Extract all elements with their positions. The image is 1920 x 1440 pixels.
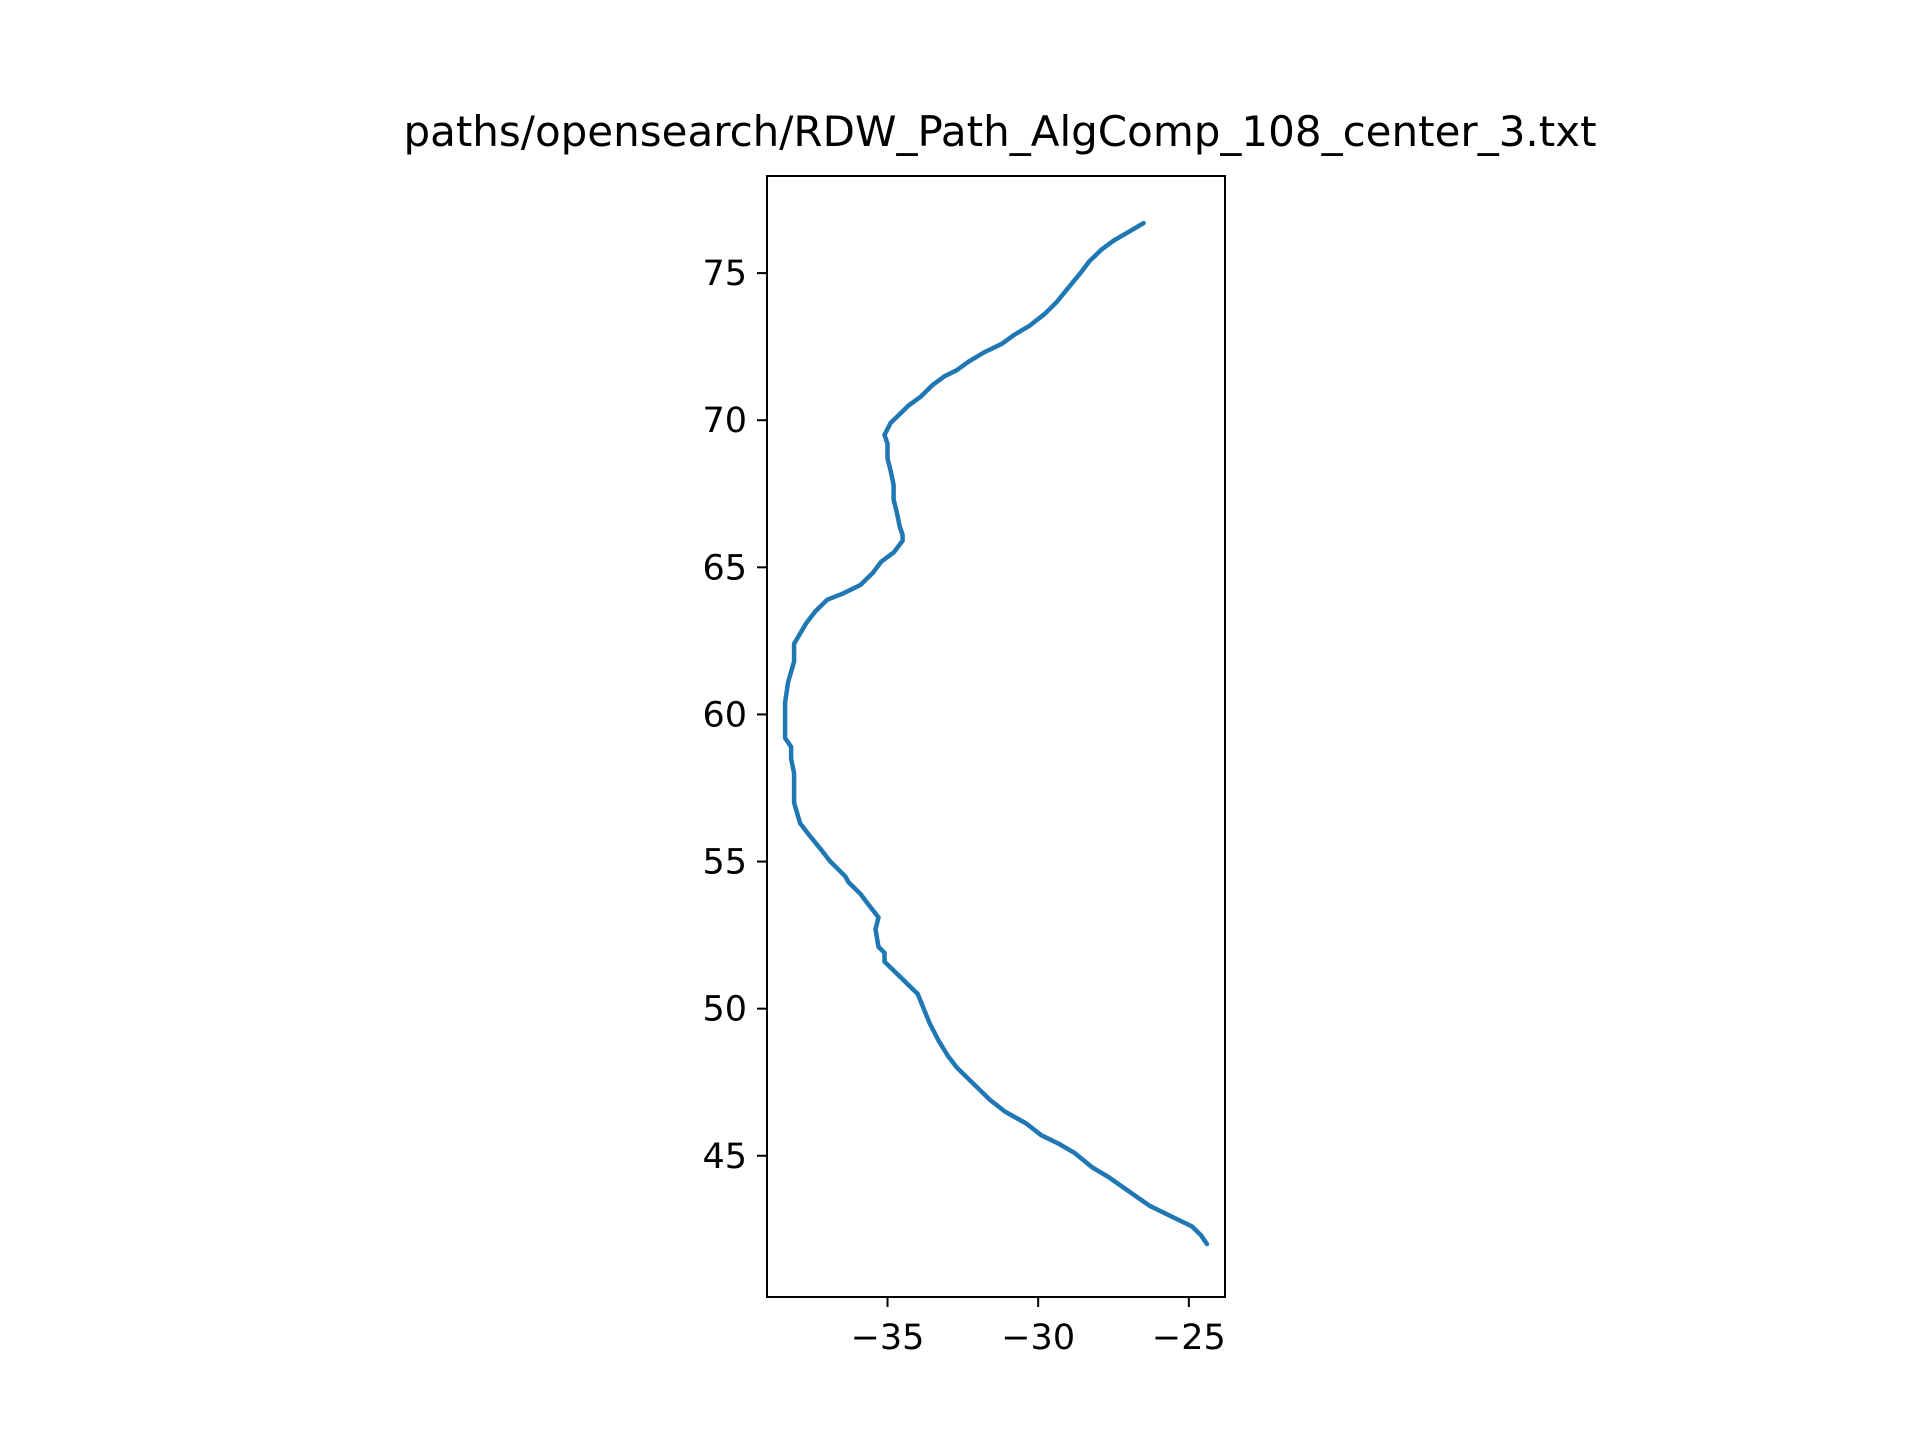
y-tick-label: 50 [702,990,747,1030]
axes-group: −35 −30 −25 45 50 55 60 65 70 75 [702,175,1226,1358]
y-tick-label: 75 [702,254,747,294]
axes-frame [766,175,1226,1298]
chart-title: paths/opensearch/RDW_Path_AlgComp_108_ce… [403,107,1596,156]
y-tick-label: 65 [702,548,747,588]
y-tick-label: 55 [702,843,747,883]
plot-marks [782,220,1210,1247]
x-tick-label: −25 [1152,1318,1226,1358]
x-tick-label: −30 [1001,1318,1075,1358]
y-tick-label: 70 [702,401,747,441]
y-tick-label: 45 [702,1137,747,1177]
x-tick-label: −35 [851,1318,925,1358]
series-line-0 [782,220,1210,1247]
y-tick-label: 60 [702,695,747,735]
